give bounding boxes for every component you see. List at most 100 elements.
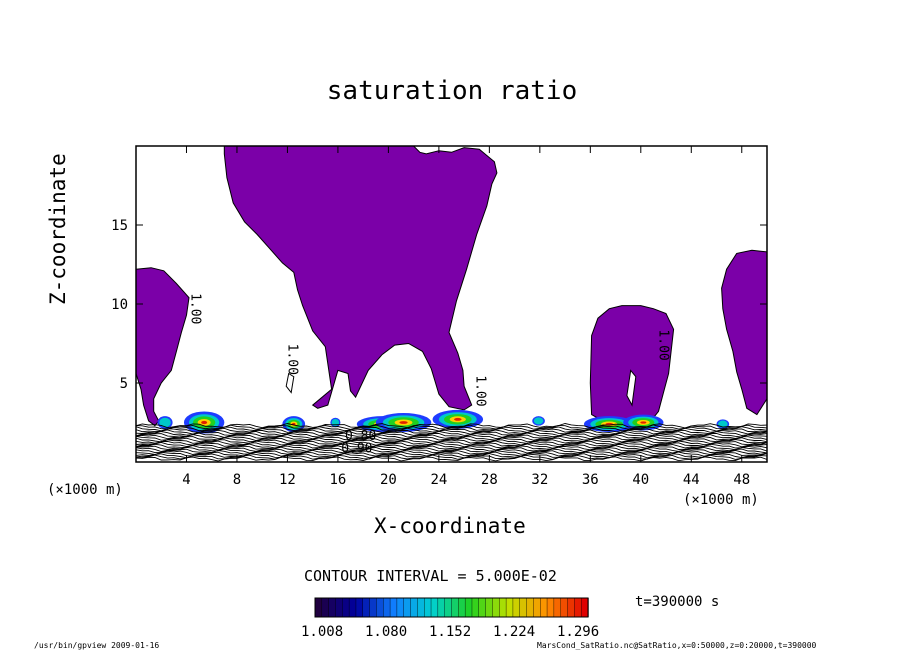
contour-line [136,427,767,433]
surface-contour-lines [136,423,767,462]
contour-label: 0.90 [341,442,372,457]
colorbar-swatch [321,597,330,618]
colorbar-swatch [512,597,521,618]
colorbar-swatch [424,597,432,618]
contour-label: 1.00 [188,293,203,324]
x-tick-label: 36 [582,472,599,488]
colorbar-swatch [396,597,405,618]
contour-label: 1.00 [473,375,488,406]
colorbar-swatch [464,597,473,618]
contour-line [136,443,767,449]
colorbar-swatch [444,597,453,618]
colorbar-swatch [567,597,576,618]
colorbar-swatch [499,597,507,618]
colorbar-tick-label: 1.008 [301,624,343,640]
x-axis-label: X-coordinate [374,514,526,538]
contour-label: 1.00 [656,329,671,360]
colorbar-swatch [485,597,494,618]
colorbar-swatch [540,597,548,618]
colorbar-swatch [478,597,487,618]
x-tick-label: 4 [182,472,190,488]
contour-line [136,430,767,437]
x-tick-label: 28 [481,472,498,488]
colorbar-swatch [362,597,371,618]
colorbar-swatch [546,597,555,618]
colorbar-swatch [437,597,446,618]
high-saturation-cell [201,420,208,425]
colorbar-swatch [553,597,562,618]
colorbar-swatch [383,597,391,618]
contour-line [136,456,767,462]
x-tick-label: 20 [380,472,397,488]
y-tick-label: 15 [111,218,128,234]
saturated-region-1 [136,267,190,427]
contour-label: 1.00 [285,344,300,375]
contour-line [136,435,767,441]
unsaturated-pocket [285,372,295,394]
colorbar-swatch [471,597,480,618]
high-saturation-cell [454,417,462,421]
colorbar-swatch [574,597,582,618]
contour-interval-text: CONTOUR INTERVAL = 5.000E-02 [304,567,557,585]
saturated-region-3 [589,305,675,425]
colorbar-swatch [389,597,398,618]
colorbar-swatch [314,597,323,618]
footer-program-date: /usr/bin/gpview 2009-01-16 [34,641,160,650]
x-tick-label: 16 [329,472,346,488]
y-axis-label: Z-coordinate [46,153,70,305]
contour-line [136,426,767,432]
colorbar-swatch [335,597,344,618]
contour-label: 0.80 [345,429,376,444]
colorbar-swatch [526,597,535,618]
colorbar-swatch [348,597,357,618]
y-tick-label: 5 [120,376,128,392]
saturated-region-4 [721,249,767,416]
x-tick-label: 44 [683,472,700,488]
footer-data-source: MarsCond_SatRatio.nc@SatRatio,x=0:50000,… [537,641,817,650]
x-tick-label: 32 [531,472,548,488]
high-saturation-cell [533,417,544,425]
contour-line [136,438,767,445]
colorbar-frame [314,597,589,618]
colorbar-swatch [492,597,500,618]
x-tick-label: 12 [279,472,296,488]
colorbar-tick-label: 1.224 [493,624,535,640]
x-axis-unit-right: (×1000 m) [683,492,759,508]
colorbar-swatch [580,597,589,618]
colorbar-swatch [376,597,384,618]
colorbar-swatch [410,597,419,618]
x-tick-label: 48 [733,472,750,488]
contour-line [136,440,767,446]
colorbar-swatch [533,597,541,618]
time-label: t=390000 s [635,594,720,610]
x-tick-label: 40 [632,472,649,488]
colorbar-swatch [417,597,425,618]
high-saturation-cell [640,421,647,424]
y-tick-label: 10 [111,297,128,313]
unsaturated-pocket [626,369,637,407]
colorbar-swatch [560,597,569,618]
contour-line [136,451,767,457]
x-tick-label: 8 [233,472,241,488]
colorbar-tick-label: 1.296 [557,624,599,640]
contour-line [136,441,767,448]
colorbar-swatch [328,597,337,618]
contour-line [136,424,767,430]
colorbar-tick-label: 1.152 [429,624,471,640]
high-saturation-cell [399,421,408,424]
colorbar-swatch [519,597,528,618]
contour-line [136,449,767,456]
contour-line [136,437,767,443]
contour-line [136,432,767,438]
colorbar-swatch [355,597,364,618]
saturated-region-2 [223,146,498,411]
colorbar-swatch [342,597,350,618]
contour-line [136,445,767,451]
chart-title: saturation ratio [326,76,578,106]
colorbar-swatch [369,597,378,618]
x-axis-unit-left: (×1000 m) [47,482,123,498]
contour-line [136,434,767,440]
colorbar-swatch [451,597,460,618]
saturation-fill-layer [136,146,767,434]
